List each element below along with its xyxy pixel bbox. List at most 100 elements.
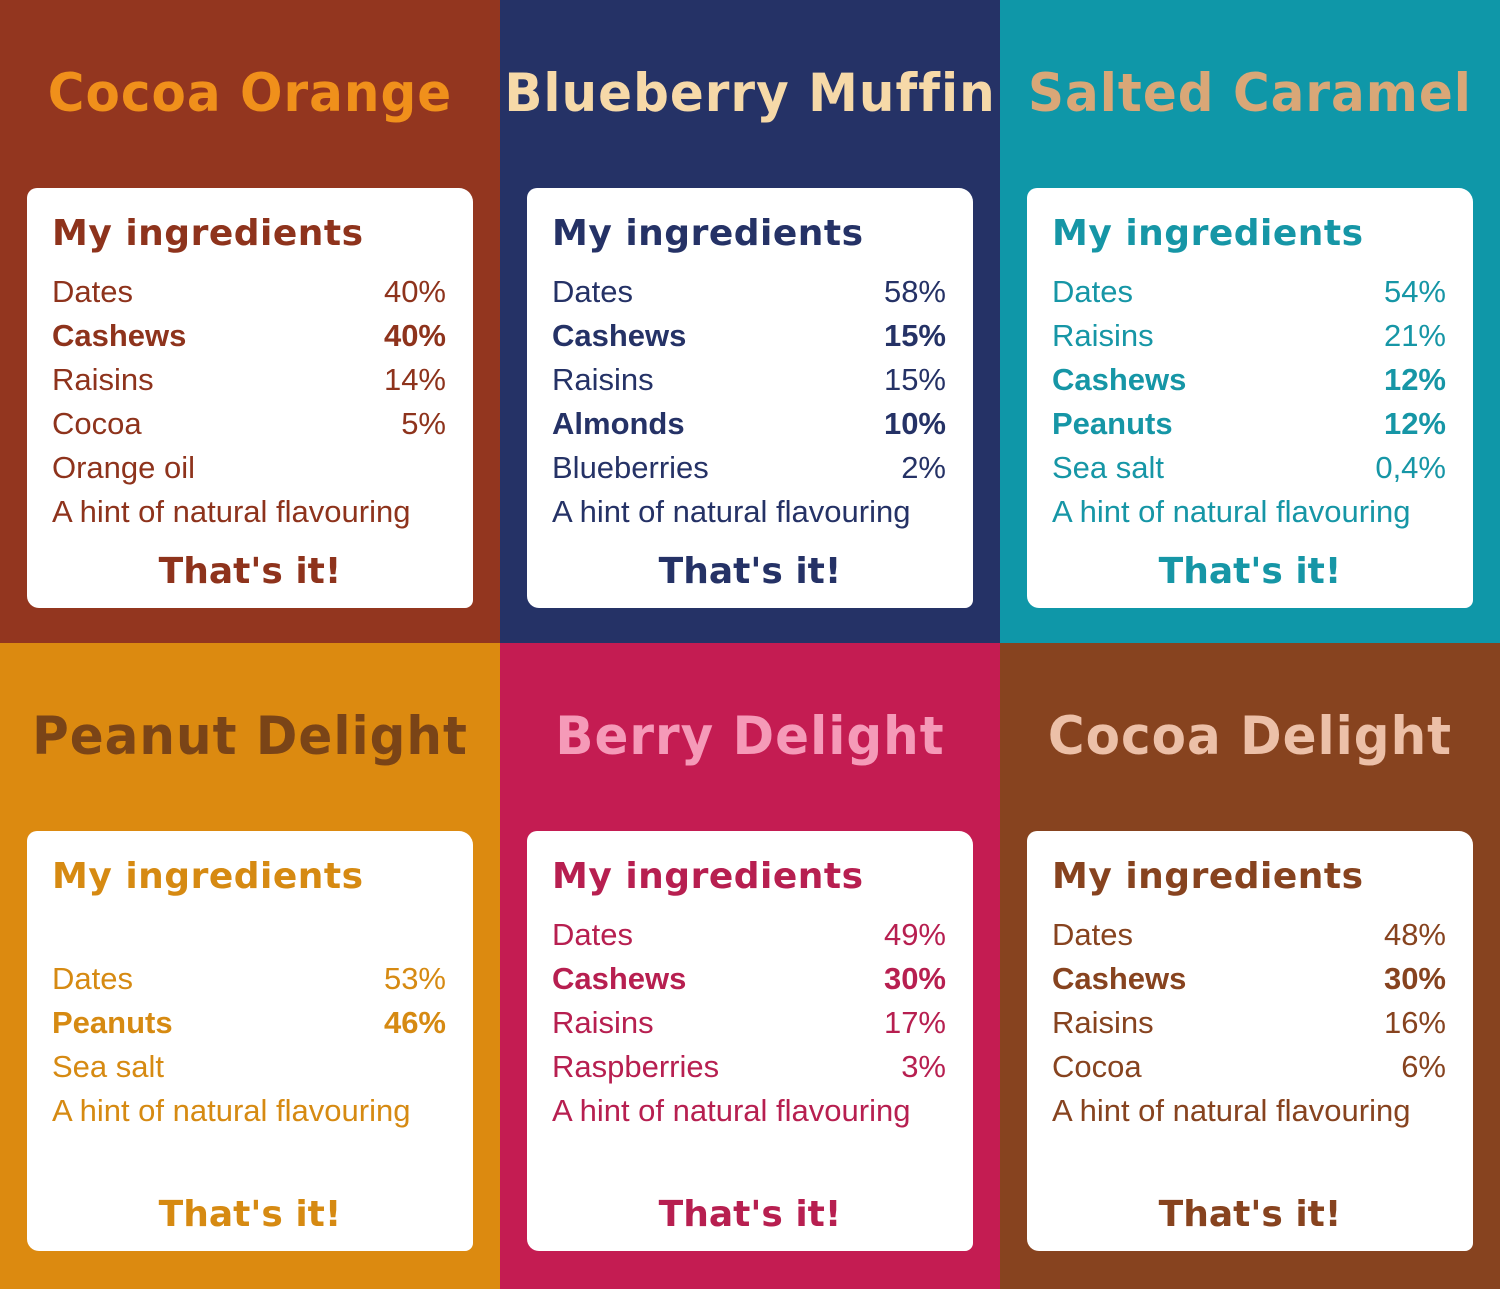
ingredients-card: My ingredients Dates 58% Cashews 15% Raisins 1… <box>527 188 973 608</box>
ingredient-percent: 40% <box>383 318 446 353</box>
ingredient-name: Cashews <box>1052 362 1187 397</box>
flavour-panel: Cocoa Delight My ingredients Dates 48% Cashe… <box>1000 643 1500 1289</box>
ingredient-row: Dates 58% <box>552 270 946 314</box>
ingredients-card: My ingredients Dates 48% Cashews 30% Raisins 1… <box>1027 831 1473 1251</box>
ingredient-percent: 16% <box>1383 1005 1446 1040</box>
ingredient-name: Sea salt <box>52 1049 165 1084</box>
thats-it-label: That's it! <box>658 1194 842 1235</box>
ingredient-name: Raisins <box>1052 318 1154 353</box>
ingredient-row: A hint of natural flavouring <box>52 490 446 534</box>
ingredient-name: A hint of natural flavouring <box>1052 494 1411 529</box>
ingredient-name: Peanuts <box>52 1005 173 1040</box>
ingredient-row: Dates 49% <box>552 913 946 957</box>
flavour-panel: Blueberry Muffin My ingredients Dates 58% Ca… <box>500 0 1000 643</box>
ingredient-percent: 30% <box>883 961 946 996</box>
ingredient-percent: 30% <box>1383 961 1446 996</box>
flavour-panel: Salted Caramel My ingredients Dates 54% Rais… <box>1000 0 1500 643</box>
ingredients-list: Dates 53% Peanuts 46% Sea salt A hint of natu… <box>52 957 446 1133</box>
ingredient-percent: 12% <box>1383 362 1446 397</box>
ingredient-name: Dates <box>1052 917 1133 952</box>
thats-it-label: That's it! <box>1158 1194 1342 1235</box>
ingredient-row: Cocoa 5% <box>52 402 446 446</box>
ingredients-list: Dates 40% Cashews 40% Raisins 14% Cocoa 5% Orang… <box>52 270 446 534</box>
ingredient-name: Cashews <box>1052 961 1187 996</box>
ingredient-row: Raisins 17% <box>552 1001 946 1045</box>
ingredient-name: Dates <box>52 274 133 309</box>
ingredient-name: Dates <box>552 274 633 309</box>
thats-it-label: That's it! <box>1158 551 1342 592</box>
ingredient-row: Dates 54% <box>1052 270 1446 314</box>
ingredient-row: A hint of natural flavouring <box>1052 1089 1446 1133</box>
ingredient-percent: 46% <box>383 1005 446 1040</box>
ingredient-percent: 2% <box>901 450 946 485</box>
ingredient-row: Dates 48% <box>1052 913 1446 957</box>
ingredient-percent: 40% <box>383 274 446 309</box>
flavour-title: Salted Caramel <box>1028 62 1472 124</box>
ingredients-list: Dates 54% Raisins 21% Cashews 12% Peanuts 12% Se… <box>1052 270 1446 534</box>
thats-it-label: That's it! <box>158 1194 342 1235</box>
ingredient-name: Raisins <box>52 362 154 397</box>
ingredient-row: Dates 40% <box>52 270 446 314</box>
ingredients-heading: My ingredients <box>1052 856 1364 897</box>
ingredient-percent: 17% <box>883 1005 946 1040</box>
flavour-title: Peanut Delight <box>32 705 468 767</box>
ingredients-card: My ingredients Dates 40% Cashews 40% Raisins 1… <box>27 188 473 608</box>
ingredient-row: Cashews 30% <box>1052 957 1446 1001</box>
ingredient-name: Raisins <box>1052 1005 1154 1040</box>
ingredients-heading: My ingredients <box>52 856 364 897</box>
ingredient-percent: 21% <box>1383 318 1446 353</box>
thats-it-label: That's it! <box>658 551 842 592</box>
ingredients-card: My ingredients Dates 49% Cashews 30% Raisins 1… <box>527 831 973 1251</box>
flavour-panel: Peanut Delight My ingredients Dates 53% Pean… <box>0 643 500 1289</box>
ingredient-name: A hint of natural flavouring <box>552 494 911 529</box>
ingredients-heading: My ingredients <box>52 213 364 254</box>
ingredient-row: A hint of natural flavouring <box>52 1089 446 1133</box>
ingredient-row: Sea salt 0,4% <box>1052 446 1446 490</box>
ingredient-name: Blueberries <box>552 450 709 485</box>
ingredient-name: A hint of natural flavouring <box>52 494 411 529</box>
ingredient-row: Cocoa 6% <box>1052 1045 1446 1089</box>
ingredient-percent: 15% <box>883 362 946 397</box>
ingredients-card: My ingredients Dates 54% Raisins 21% Cashews 1… <box>1027 188 1473 608</box>
ingredient-row: Raisins 21% <box>1052 314 1446 358</box>
ingredient-name: Peanuts <box>1052 406 1173 441</box>
ingredient-name: A hint of natural flavouring <box>1052 1093 1411 1128</box>
ingredient-name: Raisins <box>552 362 654 397</box>
ingredient-name: Cashews <box>52 318 187 353</box>
ingredient-row: Almonds 10% <box>552 402 946 446</box>
flavour-panel: Cocoa Orange My ingredients Dates 40% Cashew… <box>0 0 500 643</box>
flavour-panel: Berry Delight My ingredients Dates 49% Cashe… <box>500 643 1000 1289</box>
ingredients-card: My ingredients Dates 53% Peanuts 46% Sea salt… <box>27 831 473 1251</box>
ingredient-name: Dates <box>52 961 133 996</box>
ingredient-name: Almonds <box>552 406 685 441</box>
flavour-title: Berry Delight <box>555 705 945 767</box>
ingredient-percent: 58% <box>883 274 946 309</box>
ingredients-list: Dates 48% Cashews 30% Raisins 16% Cocoa 6% A hin… <box>1052 913 1446 1133</box>
ingredient-row: Blueberries 2% <box>552 446 946 490</box>
ingredients-list: Dates 49% Cashews 30% Raisins 17% Raspberries 3… <box>552 913 946 1133</box>
ingredient-row: Peanuts 46% <box>52 1001 446 1045</box>
ingredient-row: A hint of natural flavouring <box>552 1089 946 1133</box>
ingredients-heading: My ingredients <box>552 213 864 254</box>
ingredient-row: Dates 53% <box>52 957 446 1001</box>
ingredient-name: Sea salt <box>1052 450 1165 485</box>
ingredients-heading: My ingredients <box>552 856 864 897</box>
ingredient-row: Raisins 16% <box>1052 1001 1446 1045</box>
ingredient-row: Orange oil <box>52 446 446 490</box>
ingredient-name: Cocoa <box>1052 1049 1142 1084</box>
ingredient-name: Raisins <box>552 1005 654 1040</box>
ingredient-name: Raspberries <box>552 1049 720 1084</box>
ingredient-name: Cashews <box>552 318 687 353</box>
ingredient-row: Cashews 30% <box>552 957 946 1001</box>
ingredient-name: Orange oil <box>52 450 196 485</box>
ingredient-percent: 10% <box>883 406 946 441</box>
ingredient-row: A hint of natural flavouring <box>552 490 946 534</box>
ingredient-percent: 54% <box>1383 274 1446 309</box>
ingredient-row: Cashews 15% <box>552 314 946 358</box>
ingredient-percent: 5% <box>401 406 446 441</box>
ingredient-row: Cashews 12% <box>1052 358 1446 402</box>
ingredient-percent: 6% <box>1401 1049 1446 1084</box>
flavour-title: Cocoa Delight <box>1047 705 1453 767</box>
ingredient-percent: 49% <box>883 917 946 952</box>
